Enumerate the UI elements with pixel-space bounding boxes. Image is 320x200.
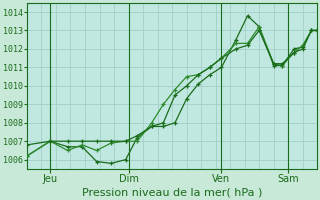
X-axis label: Pression niveau de la mer( hPa ): Pression niveau de la mer( hPa ) — [82, 187, 262, 197]
